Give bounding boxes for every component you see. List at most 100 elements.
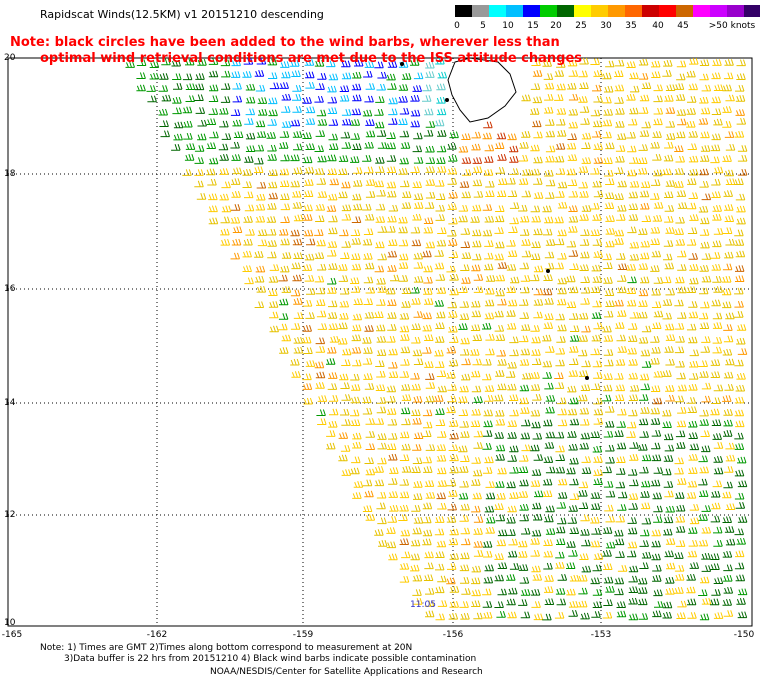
- wind-barb: [182, 106, 193, 114]
- wind-barb: [651, 71, 661, 78]
- wind-barb: [701, 253, 712, 260]
- wind-barb: [581, 132, 592, 140]
- wind-barb: [638, 300, 648, 307]
- wind-barb: [363, 347, 373, 354]
- wind-barb: [533, 298, 544, 306]
- wind-barb: [461, 191, 471, 199]
- wind-barb: [448, 191, 458, 199]
- wind-barb: [615, 145, 626, 152]
- wind-barb: [711, 133, 721, 141]
- wind-barb: [484, 505, 495, 513]
- wind-barb: [494, 432, 504, 439]
- wind-barb: [351, 237, 361, 245]
- wind-barb: [700, 576, 710, 584]
- wind-barb: [314, 252, 325, 259]
- wind-barb: [628, 468, 638, 476]
- wind-barb: [652, 397, 663, 405]
- wind-barb: [544, 598, 555, 605]
- wind-barb: [663, 240, 674, 247]
- wind-barb: [387, 190, 397, 198]
- wind-barb: [725, 454, 736, 462]
- wind-barb: [509, 168, 519, 175]
- wind-barb: [399, 130, 410, 138]
- wind-barb: [460, 612, 470, 620]
- wind-barb: [544, 106, 554, 114]
- wind-barb: [425, 145, 435, 153]
- wind-barb: [615, 515, 625, 523]
- wind-barb: [293, 252, 303, 259]
- lon-label-159: -159: [292, 630, 314, 640]
- wind-barb: [172, 107, 182, 115]
- wind-barb: [567, 517, 578, 524]
- wind-barb: [268, 169, 278, 176]
- wind-barb: [269, 325, 279, 333]
- wind-barb: [593, 251, 603, 258]
- wind-barb: [316, 409, 326, 416]
- wind-barb: [688, 301, 698, 308]
- wind-barb: [458, 145, 469, 153]
- wind-barb: [734, 178, 744, 185]
- wind-barb: [653, 118, 663, 126]
- wind-barb: [737, 516, 748, 523]
- wind-barb: [507, 550, 518, 558]
- wind-barb: [350, 156, 360, 163]
- wind-barb: [736, 337, 746, 345]
- wind-barb: [653, 277, 664, 284]
- wind-barb: [374, 418, 385, 425]
- wind-barb: [602, 72, 612, 80]
- wind-barb: [638, 336, 649, 344]
- wind-barb: [422, 538, 432, 546]
- wind-barb: [638, 418, 649, 426]
- wind-barb: [628, 335, 638, 342]
- wind-barb: [351, 456, 361, 464]
- wind-barb: [398, 61, 409, 68]
- wind-barb: [437, 575, 447, 583]
- wind-barb: [566, 168, 576, 176]
- wind-barb: [399, 253, 409, 261]
- wind-barb: [280, 180, 290, 187]
- wind-barb: [650, 418, 661, 425]
- wind-barb: [578, 394, 588, 402]
- wind-barb: [530, 83, 541, 90]
- wind-barb: [506, 529, 516, 536]
- wind-barb: [495, 289, 505, 297]
- wind-barb: [545, 145, 556, 153]
- wind-barb: [425, 179, 436, 186]
- wind-barb: [459, 420, 469, 428]
- wind-barb: [688, 130, 698, 138]
- wind-barb: [701, 84, 712, 92]
- wind-barb: [581, 467, 592, 474]
- wind-barb: [689, 57, 699, 65]
- wind-barb: [677, 264, 687, 271]
- wind-barb: [557, 491, 568, 499]
- wind-barb: [304, 59, 315, 66]
- wind-barb: [530, 384, 541, 391]
- wind-barb: [542, 60, 552, 67]
- wind-barb: [521, 94, 531, 102]
- wind-barb: [712, 322, 723, 329]
- wind-barb: [665, 358, 675, 366]
- wind-barb: [605, 142, 615, 150]
- wind-barb: [326, 358, 336, 365]
- wind-barb: [353, 298, 363, 305]
- wind-barb: [701, 336, 711, 343]
- wind-barb: [593, 478, 603, 485]
- wind-barb: [448, 310, 458, 318]
- wind-barb: [292, 238, 303, 246]
- wind-barb: [422, 95, 432, 102]
- wind-barb: [268, 289, 278, 296]
- wind-barb: [365, 468, 376, 476]
- wind-barb: [530, 444, 540, 452]
- wind-barb: [628, 597, 638, 605]
- lon-label-162: -162: [146, 630, 168, 640]
- wind-barb: [268, 109, 278, 117]
- wind-barb: [255, 215, 266, 223]
- wind-barb: [640, 491, 650, 498]
- wind-barb: [302, 299, 313, 307]
- wind-barb: [182, 73, 193, 81]
- wind-barb: [520, 286, 530, 294]
- wind-barb: [495, 142, 505, 149]
- wind-barb: [664, 205, 675, 212]
- wind-barb: [556, 336, 566, 343]
